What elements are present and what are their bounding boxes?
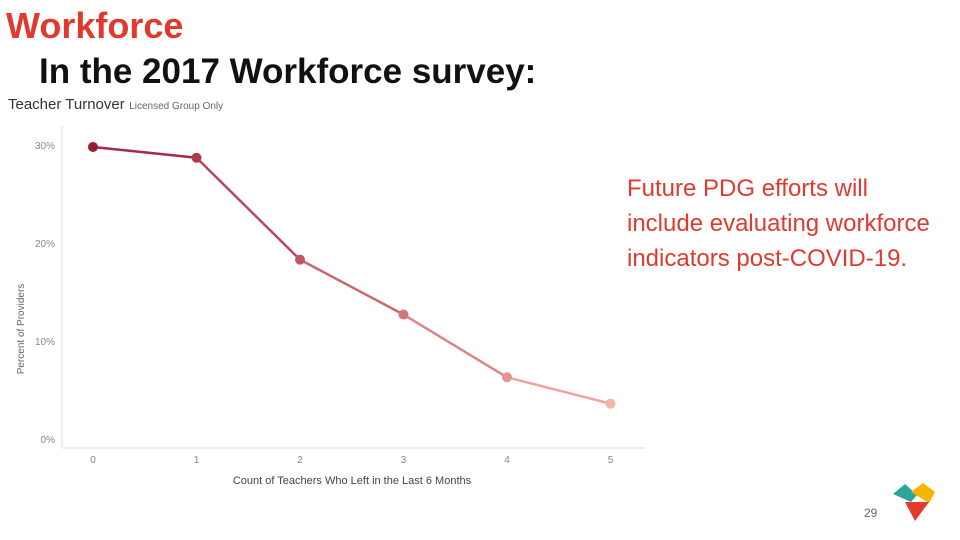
series-line-segment: [506, 376, 611, 405]
x-tick-label: 4: [504, 455, 510, 466]
x-tick-label: 1: [194, 455, 200, 466]
y-tick-labels: 0% 10% 20% 30%: [35, 141, 55, 446]
y-tick-label: 10%: [35, 337, 55, 348]
series-line-segment: [92, 145, 197, 159]
x-tick-label: 2: [297, 455, 303, 466]
y-tick-label: 20%: [35, 239, 55, 250]
chart-subtitle: Licensed Group Only: [129, 101, 224, 112]
x-tick-labels: 0 1 2 3 4 5: [90, 455, 614, 466]
series-line-segment: [402, 313, 508, 379]
data-point: [295, 254, 305, 265]
y-tick-label: 0%: [41, 435, 56, 446]
x-axis-label: Count of Teachers Who Left in the Last 6…: [233, 475, 472, 487]
x-tick-label: 5: [608, 455, 614, 466]
heart-logo-icon: [893, 483, 935, 521]
series-line-segment: [299, 258, 405, 316]
note-text: Future PDG efforts will include evaluati…: [627, 175, 930, 272]
chart-title-block: Teacher Turnover Licensed Group Only: [8, 96, 223, 114]
data-point: [605, 398, 616, 409]
slide-subtitle: In the 2017 Workforce survey:: [39, 52, 537, 91]
data-point: [398, 309, 409, 320]
slide-title: Workforce: [6, 5, 184, 46]
series-points: [88, 141, 616, 409]
page-number: 29: [864, 506, 878, 520]
y-axis-label: Percent of Providers: [16, 284, 27, 375]
chart-title: Teacher Turnover: [8, 96, 125, 113]
y-tick-label: 30%: [35, 141, 55, 152]
x-tick-label: 3: [401, 455, 407, 466]
data-point: [502, 372, 512, 383]
data-point: [191, 152, 202, 163]
series-line: [92, 145, 611, 405]
series-line-segment: [195, 156, 301, 261]
x-tick-label: 0: [90, 455, 96, 466]
data-point: [88, 141, 98, 152]
